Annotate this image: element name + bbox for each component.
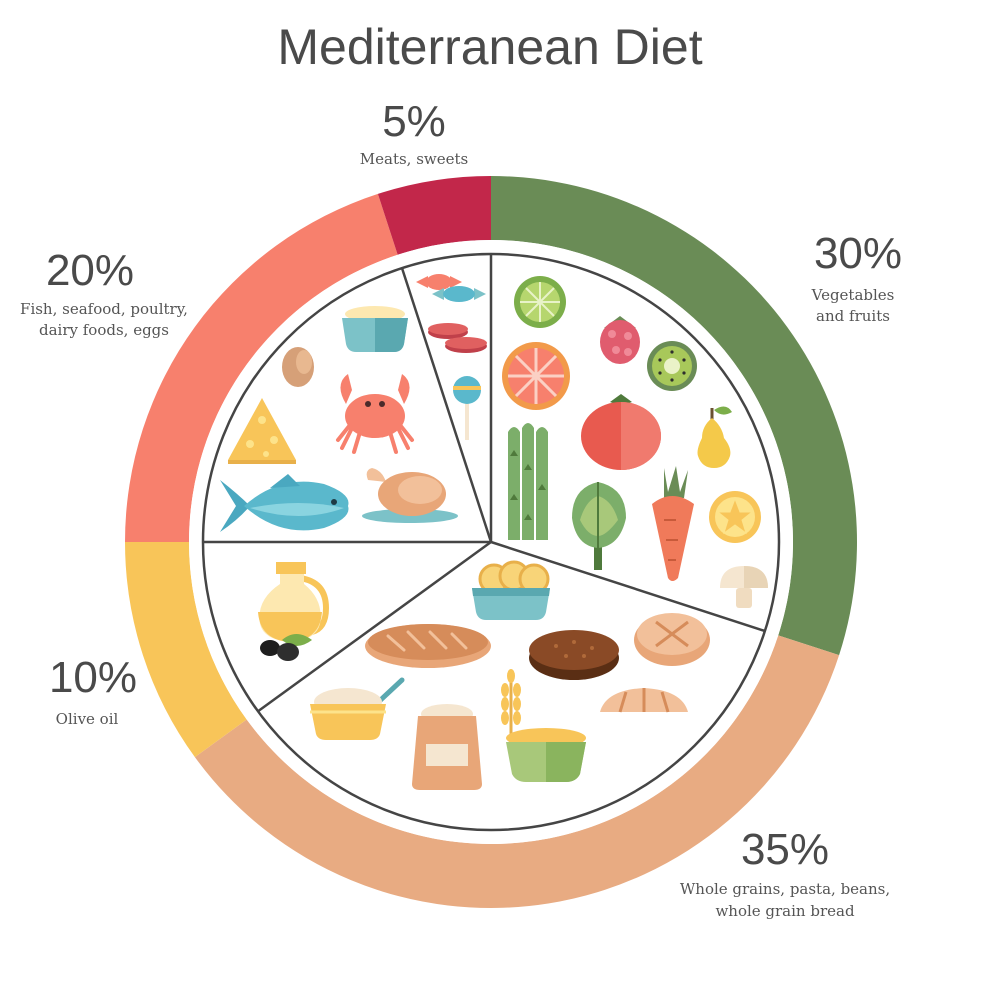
label-sweets: 5% Meats, sweets <box>360 97 468 168</box>
asparagus-icon <box>508 423 548 540</box>
raspberry-icon <box>600 316 640 364</box>
caption-line: Olive oil <box>56 710 119 728</box>
carrot-icon <box>652 466 694 581</box>
candy-icon <box>416 274 486 302</box>
caption-line: Whole grains, pasta, beans, <box>680 880 890 898</box>
percent-label: 30% <box>814 229 902 278</box>
croissant-icon <box>600 688 688 713</box>
label-olive-oil: 10% Olive oil <box>49 653 137 728</box>
grapefruit-icon <box>502 342 570 410</box>
pear-icon <box>697 406 732 468</box>
egg-icon <box>282 347 314 387</box>
caption-line: Vegetables <box>811 286 895 304</box>
roast-chicken-icon <box>362 468 458 523</box>
mushroom-icon <box>720 566 768 608</box>
caption-line: and fruits <box>816 307 890 325</box>
rye-bread-icon <box>529 630 619 680</box>
plate-dividers <box>203 254 766 713</box>
tomato-icon <box>581 394 661 470</box>
ring-slice-olive-oil <box>125 542 247 758</box>
label-grains: 35% Whole grains, pasta, beans, whole gr… <box>680 825 890 920</box>
ring-slice-protein <box>125 193 398 542</box>
percent-label: 5% <box>382 97 446 146</box>
ring-slice-grains <box>194 635 840 908</box>
grain-bowl-icon <box>506 728 586 782</box>
fish-icon <box>220 474 349 532</box>
porridge-icon <box>310 677 405 740</box>
chart-title: Mediterranean Diet <box>277 19 702 75</box>
caption-line: Meats, sweets <box>360 150 468 168</box>
crab-icon <box>336 374 414 454</box>
lollipop-icon <box>453 376 481 440</box>
label-protein: 20% Fish, seafood, poultry, dairy foods,… <box>20 246 188 339</box>
round-bread-icon <box>634 613 710 666</box>
kiwi-icon <box>647 341 697 391</box>
caption-line: Fish, seafood, poultry, <box>20 300 188 318</box>
bread-loaf-icon <box>365 624 491 668</box>
sausage-icon <box>428 323 487 353</box>
percent-label: 20% <box>46 246 134 295</box>
pasta-bowl-icon <box>472 560 550 620</box>
flour-bag-icon <box>412 704 482 790</box>
dairy-bowl-icon <box>342 306 408 352</box>
ring-slice-vegetables <box>491 176 857 656</box>
plate-divider <box>257 540 492 713</box>
percent-label: 10% <box>49 653 137 702</box>
diet-ring <box>125 176 857 908</box>
label-vegetables: 30% Vegetables and fruits <box>811 229 902 325</box>
percent-label: 35% <box>741 825 829 874</box>
caption-line: dairy foods, eggs <box>39 321 169 339</box>
caption-line: whole grain bread <box>715 902 855 920</box>
cheese-icon <box>228 398 296 464</box>
plate-divider <box>490 540 766 633</box>
olives-icon <box>260 634 312 661</box>
plate-divider <box>400 267 493 543</box>
ring-slice-sweets <box>377 176 491 255</box>
lemon-icon <box>709 491 761 543</box>
oil-jug-icon <box>258 562 330 642</box>
artichoke-icon <box>572 482 626 570</box>
lime-icon <box>514 276 566 328</box>
wheat-icon <box>501 669 521 740</box>
